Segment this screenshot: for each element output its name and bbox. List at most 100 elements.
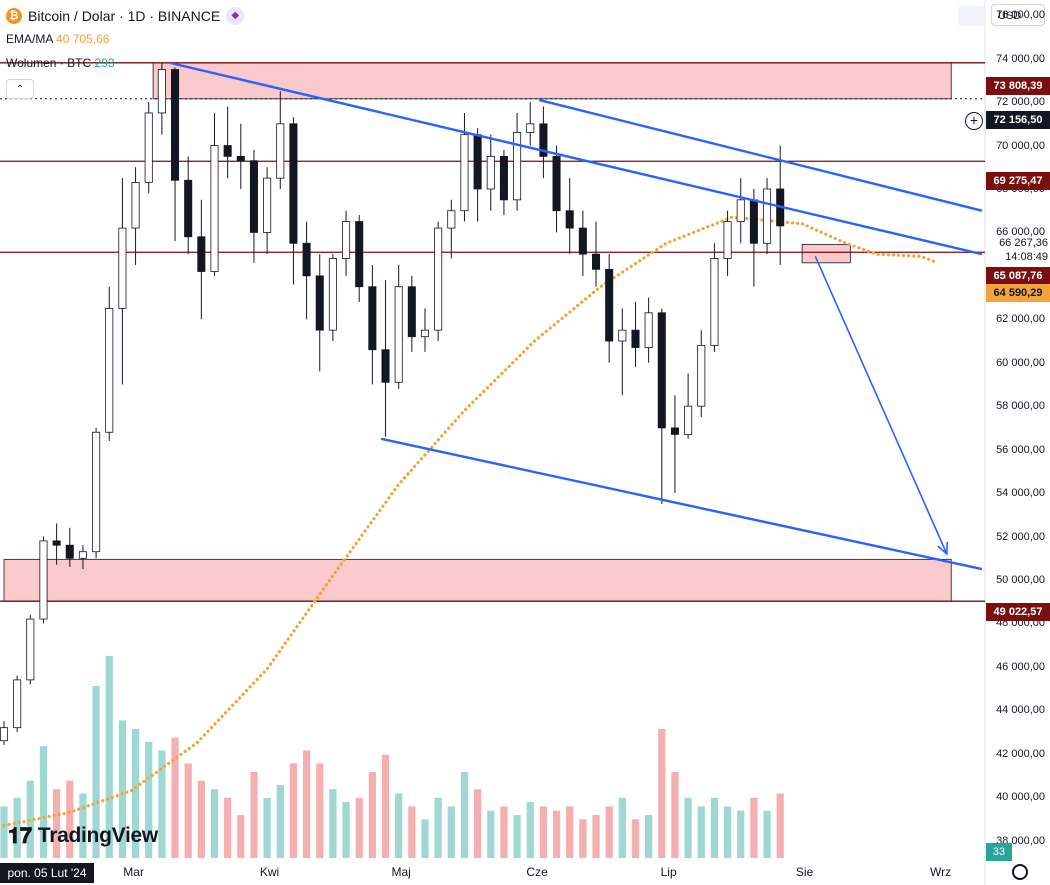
volume-bar [210,789,219,858]
candle-body [39,540,48,620]
candle-body [289,123,298,244]
volume-bar [197,780,205,858]
symbol-title: Bitcoin / Dolar · 1D · BINANCE [28,8,221,24]
candle-body [355,221,364,288]
volume-label: Wolumen · BTC [6,56,92,70]
ema-price-badge: 64 590,29 [986,284,1050,302]
volume-bar [53,789,61,858]
volume-bar [0,806,8,858]
volume-bar [737,810,745,858]
volume-bar [381,754,390,858]
candle-countdown: 14:08:49 [1005,251,1048,263]
volume-bar [750,797,758,858]
volume-bar [658,729,666,858]
volume-bar [289,763,298,858]
plus-icon[interactable]: + [965,112,983,130]
x-tick-label: Wrz [929,865,952,879]
volume-bar [487,810,495,858]
candle-body [223,145,232,157]
candle-body [263,177,272,233]
candle-body [434,227,443,331]
volume-bar [13,797,21,858]
volume-bar [276,784,284,858]
candle-body [552,155,561,212]
x-tick-label: Cze [526,865,548,879]
volume-bar [776,793,784,858]
volume-bar [684,797,692,858]
currency-select[interactable]: USD [991,4,1045,26]
volume-bar [618,797,626,858]
candle-body [499,155,508,201]
price-badge-65087: 65 087,76 [986,267,1050,285]
volume-bar [473,789,482,858]
candle-body [381,349,390,383]
tradingview-logo[interactable]: 𝟏𝟕 TradingView [8,823,158,849]
toolbar-button[interactable] [958,6,984,26]
volume-bar [342,802,350,858]
volume-badge: 33 [986,843,1012,861]
tradingview-brand: TradingView [37,824,158,847]
projection-arrow-head [937,541,949,556]
ema-value: 40 705,66 [56,32,110,46]
volume-bar [79,793,87,858]
volume-bar [460,772,469,858]
candle-body [92,431,101,553]
candle-body [420,329,430,338]
candle-body [131,182,140,229]
candle-body [342,221,351,259]
y-tick-label: 58 000,00 [996,400,1045,413]
price-badge-73808: 73 808,39 [986,77,1050,95]
volume-bar [447,806,455,858]
zone-2 [801,243,851,264]
volume-bar [723,806,732,858]
projection-arrow [814,255,948,555]
volume-bar [184,763,192,858]
x-tick-label: Lip [660,865,677,879]
candle-body [749,199,758,244]
candle-body [65,544,74,559]
chevron-up-icon[interactable]: ⌃ [6,79,34,99]
ema-legend[interactable]: EMA/MA 40 705,66 [6,31,109,47]
candle-body [328,258,337,331]
y-tick-label: 50 000,00 [996,573,1045,586]
alert-icon[interactable]: ◆ [226,7,245,25]
candle-body [26,618,35,681]
volume-bar [250,772,258,858]
volume-bar [710,797,719,858]
volume-bar [92,686,100,858]
zone-0 [152,62,952,100]
x-tick-label: Sie [795,865,814,879]
y-tick-label: 70 000,00 [996,139,1045,152]
volume-bar [26,780,34,858]
candle-body [78,551,87,559]
y-tick-label: 42 000,00 [996,747,1045,760]
volume-bar [263,797,271,858]
candle-body [539,123,548,157]
volume-bar [539,806,548,858]
volume-bar [368,772,376,858]
y-tick-label: 72 000,00 [996,96,1045,109]
tradingview-logo-icon: 𝟏𝟕 [8,823,32,848]
settings-icon[interactable] [1012,864,1028,880]
candle-body [723,221,732,259]
symbol-legend[interactable]: ₿ Bitcoin / Dolar · 1D · BINANCE ◆ [6,7,245,25]
volume-bar [237,815,245,858]
price-badge-49022: 49 022,57 [986,603,1050,621]
candle-body [460,134,469,212]
ema-label: EMA/MA [6,32,53,46]
y-tick-label: 74 000,00 [996,52,1045,65]
candle-body [657,312,666,429]
bitcoin-logo-icon: ₿ [6,8,22,24]
candle-body [670,427,679,435]
last-price-label: 66 267,36 14:08:49 [988,236,1048,264]
candle-body [0,727,9,742]
volume-legend[interactable]: Wolumen · BTC 293 [6,55,115,71]
candle-body [236,155,245,162]
candle-body [736,199,745,222]
volume-bar [645,815,653,858]
volume-bar [421,819,429,858]
zone-1 [3,558,952,602]
x-tick-label: Kwi [259,865,280,879]
